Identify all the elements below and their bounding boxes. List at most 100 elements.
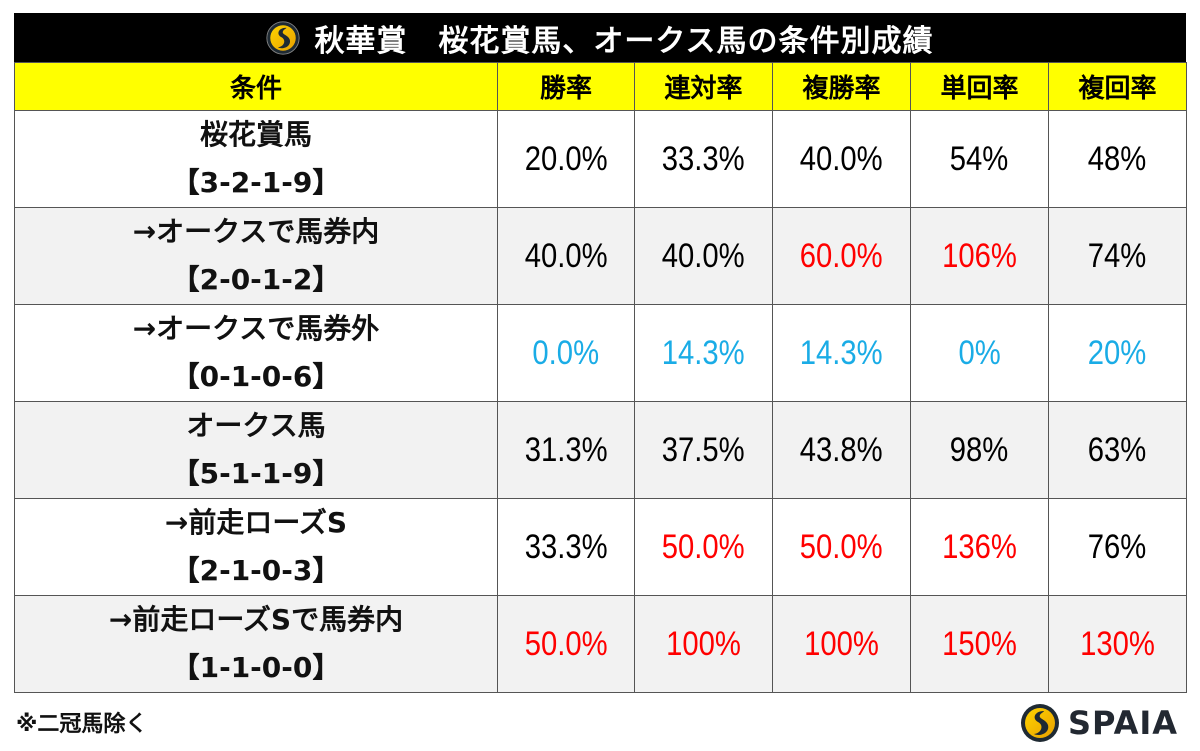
top3-rate-cell: 50.0% (772, 498, 911, 596)
place-return-cell: 130% (1048, 595, 1187, 693)
condition-cell: →前走ローズSで馬券内 【1-1-0-0】 (14, 595, 498, 693)
place-return-value: 76% (1088, 527, 1147, 566)
place-return-cell: 74% (1048, 207, 1187, 305)
top3-rate-cell: 14.3% (772, 304, 911, 402)
win-rate-cell: 0.0% (497, 304, 635, 402)
column-header-win-return: 単回率 (910, 62, 1049, 111)
condition-label: →オークスで馬券外 (132, 312, 380, 345)
column-header-condition: 条件 (14, 62, 498, 111)
win-rate-cell: 20.0% (497, 110, 635, 208)
table-row: →前走ローズSで馬券内 【1-1-0-0】 50.0% 100% 100% 150% 130… (14, 595, 1187, 693)
top3-rate-cell: 60.0% (772, 207, 911, 305)
condition-record: 【3-2-1-9】 (171, 166, 341, 199)
table-row: →前走ローズS 【2-1-0-3】 33.3% 50.0% 50.0% 136% 76% (14, 498, 1187, 596)
title-bar: 秋華賞 桜花賞馬、オークス馬の条件別成績 (14, 13, 1186, 62)
win-return-value: 0% (958, 333, 1001, 372)
top3-rate-value: 60.0% (800, 236, 883, 275)
results-table-container: 秋華賞 桜花賞馬、オークス馬の条件別成績 条件 勝率 連対率 複勝率 単回率 複… (14, 13, 1187, 693)
win-return-value: 150% (942, 624, 1017, 663)
win-rate-cell: 50.0% (497, 595, 635, 693)
win-rate-value: 40.0% (524, 236, 608, 275)
condition-cell: オークス馬【5-1-1-9】 (14, 401, 498, 499)
top2-rate-cell: 37.5% (634, 401, 773, 499)
condition-record: 【5-1-1-9】 (171, 457, 341, 490)
win-return-cell: 98% (910, 401, 1049, 499)
condition-cell: →前走ローズS 【2-1-0-3】 (14, 498, 498, 596)
spaia-logo-icon (266, 20, 301, 55)
condition-label: →前走ローズS (164, 506, 348, 539)
condition-label: →前走ローズSで馬券内 (108, 603, 404, 636)
win-return-cell: 0% (910, 304, 1049, 402)
place-return-cell: 48% (1048, 110, 1187, 208)
condition-cell: →オークスで馬券外 【0-1-0-6】 (14, 304, 498, 402)
condition-record: 【1-1-0-0】 (171, 651, 341, 684)
top2-rate-cell: 40.0% (634, 207, 773, 305)
condition-label: オークス馬 (186, 409, 326, 442)
table-row: オークス馬【5-1-1-9】 31.3% 37.5% 43.8% 98% 63% (14, 401, 1187, 499)
brand-name: SPAIA (1068, 704, 1178, 742)
win-rate-cell: 40.0% (497, 207, 635, 305)
top2-rate-value: 33.3% (662, 139, 745, 178)
win-return-cell: 54% (910, 110, 1049, 208)
win-rate-value: 31.3% (524, 430, 608, 469)
column-header-place-return: 複回率 (1048, 62, 1187, 111)
place-return-cell: 76% (1048, 498, 1187, 596)
results-table: 条件 勝率 連対率 複勝率 単回率 複回率 桜花賞馬【3-2-1-9】 20.0%… (14, 62, 1187, 693)
condition-record: 【0-1-0-6】 (171, 360, 341, 393)
top2-rate-cell: 33.3% (634, 110, 773, 208)
win-return-cell: 136% (910, 498, 1049, 596)
win-return-cell: 106% (910, 207, 1049, 305)
top2-rate-value: 14.3% (662, 333, 745, 372)
win-rate-value: 20.0% (524, 139, 608, 178)
top2-rate-value: 37.5% (662, 430, 745, 469)
condition-cell: →オークスで馬券内 【2-0-1-2】 (14, 207, 498, 305)
spaia-logo-icon (1021, 704, 1059, 742)
place-return-cell: 63% (1048, 401, 1187, 499)
win-return-cell: 150% (910, 595, 1049, 693)
top3-rate-value: 43.8% (800, 430, 883, 469)
condition-cell: 桜花賞馬【3-2-1-9】 (14, 110, 498, 208)
top2-rate-cell: 50.0% (634, 498, 773, 596)
column-header-top3-rate: 複勝率 (772, 62, 911, 111)
top3-rate-value: 14.3% (800, 333, 883, 372)
top2-rate-value: 100% (666, 624, 741, 663)
place-return-cell: 20% (1048, 304, 1187, 402)
condition-record: 【2-0-1-2】 (171, 263, 341, 296)
win-rate-cell: 31.3% (497, 401, 635, 499)
place-return-value: 74% (1088, 236, 1147, 275)
footnote: ※二冠馬除く (16, 712, 148, 737)
column-header-top2-rate: 連対率 (634, 62, 773, 111)
condition-label: →オークスで馬券内 (132, 215, 380, 248)
place-return-value: 130% (1080, 624, 1155, 663)
brand-logo: SPAIA (1020, 703, 1178, 743)
table-row: →オークスで馬券内 【2-0-1-2】 40.0% 40.0% 60.0% 106% 74% (14, 207, 1187, 305)
table-header-row: 条件 勝率 連対率 複勝率 単回率 複回率 (14, 62, 1187, 111)
top3-rate-cell: 40.0% (772, 110, 911, 208)
column-header-win-rate: 勝率 (497, 62, 635, 111)
win-rate-value: 0.0% (532, 333, 600, 372)
place-return-value: 20% (1088, 333, 1147, 372)
place-return-value: 48% (1088, 139, 1147, 178)
table-row: 桜花賞馬【3-2-1-9】 20.0% 33.3% 40.0% 54% 48% (14, 110, 1187, 208)
win-return-value: 54% (950, 139, 1009, 178)
top2-rate-cell: 100% (634, 595, 773, 693)
win-return-value: 98% (950, 430, 1009, 469)
top3-rate-value: 100% (804, 624, 879, 663)
page-title: 秋華賞 桜花賞馬、オークス馬の条件別成績 (314, 23, 934, 59)
win-return-value: 136% (942, 527, 1017, 566)
top3-rate-cell: 43.8% (772, 401, 911, 499)
condition-label: 桜花賞馬 (199, 118, 312, 151)
top3-rate-value: 40.0% (800, 139, 883, 178)
win-rate-value: 50.0% (524, 624, 608, 663)
top2-rate-cell: 14.3% (634, 304, 773, 402)
win-rate-value: 33.3% (524, 527, 608, 566)
table-row: →オークスで馬券外 【0-1-0-6】 0.0% 14.3% 14.3% 0% 20% (14, 304, 1187, 402)
condition-record: 【2-1-0-3】 (171, 554, 341, 587)
top2-rate-value: 50.0% (662, 527, 745, 566)
top3-rate-cell: 100% (772, 595, 911, 693)
win-rate-cell: 33.3% (497, 498, 635, 596)
top2-rate-value: 40.0% (662, 236, 745, 275)
win-return-value: 106% (942, 236, 1017, 275)
top3-rate-value: 50.0% (800, 527, 883, 566)
place-return-value: 63% (1088, 430, 1147, 469)
